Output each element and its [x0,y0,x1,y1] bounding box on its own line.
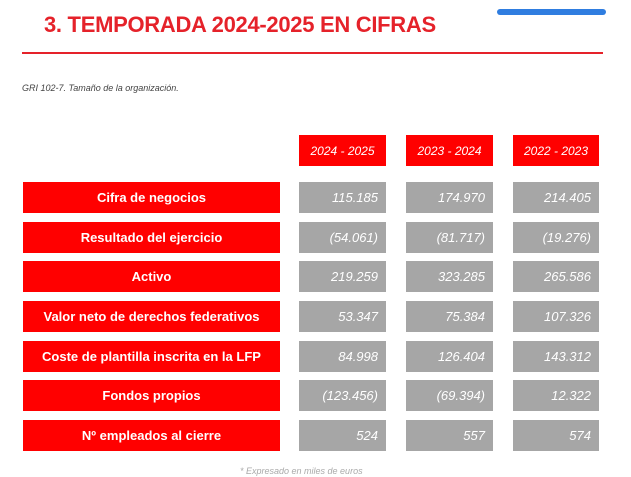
row-label-empleados-cierre: Nº empleados al cierre [23,420,280,451]
cell-coste-plantilla-2022-2023: 143.312 [513,341,599,372]
row-label-valor-derechos-federativos: Valor neto de derechos federativos [23,301,280,332]
cell-coste-plantilla-2023-2024: 126.404 [406,341,493,372]
column-header-2024-2025: 2024 - 2025 [299,135,386,166]
cell-empleados-2022-2023: 574 [513,420,599,451]
title-divider [22,52,603,54]
scroll-indicator[interactable] [497,9,606,15]
row-label-fondos-propios: Fondos propios [23,380,280,411]
cell-empleados-2024-2025: 524 [299,420,386,451]
cell-empleados-2023-2024: 557 [406,420,493,451]
cell-fondos-propios-2023-2024: (69.394) [406,380,493,411]
cell-activo-2023-2024: 323.285 [406,261,493,292]
cell-activo-2022-2023: 265.586 [513,261,599,292]
column-header-2022-2023: 2022 - 2023 [513,135,599,166]
row-label-coste-plantilla: Coste de plantilla inscrita en la LFP [23,341,280,372]
row-label-resultado-ejercicio: Resultado del ejercicio [23,222,280,253]
row-label-activo: Activo [23,261,280,292]
cell-fondos-propios-2024-2025: (123.456) [299,380,386,411]
cell-valor-derechos-2022-2023: 107.326 [513,301,599,332]
cell-resultado-ejercicio-2024-2025: (54.061) [299,222,386,253]
column-header-2023-2024: 2023 - 2024 [406,135,493,166]
footnote: * Expresado en miles de euros [240,466,363,476]
cell-fondos-propios-2022-2023: 12.322 [513,380,599,411]
cell-resultado-ejercicio-2023-2024: (81.717) [406,222,493,253]
cell-valor-derechos-2023-2024: 75.384 [406,301,493,332]
cell-activo-2024-2025: 219.259 [299,261,386,292]
cell-cifra-negocios-2022-2023: 214.405 [513,182,599,213]
cell-cifra-negocios-2024-2025: 115.185 [299,182,386,213]
row-label-cifra-negocios: Cifra de negocios [23,182,280,213]
cell-cifra-negocios-2023-2024: 174.970 [406,182,493,213]
cell-resultado-ejercicio-2022-2023: (19.276) [513,222,599,253]
gri-subtitle: GRI 102-7. Tamaño de la organización. [22,83,179,93]
page-title: 3. TEMPORADA 2024-2025 EN CIFRAS [44,12,436,37]
cell-valor-derechos-2024-2025: 53.347 [299,301,386,332]
cell-coste-plantilla-2024-2025: 84.998 [299,341,386,372]
